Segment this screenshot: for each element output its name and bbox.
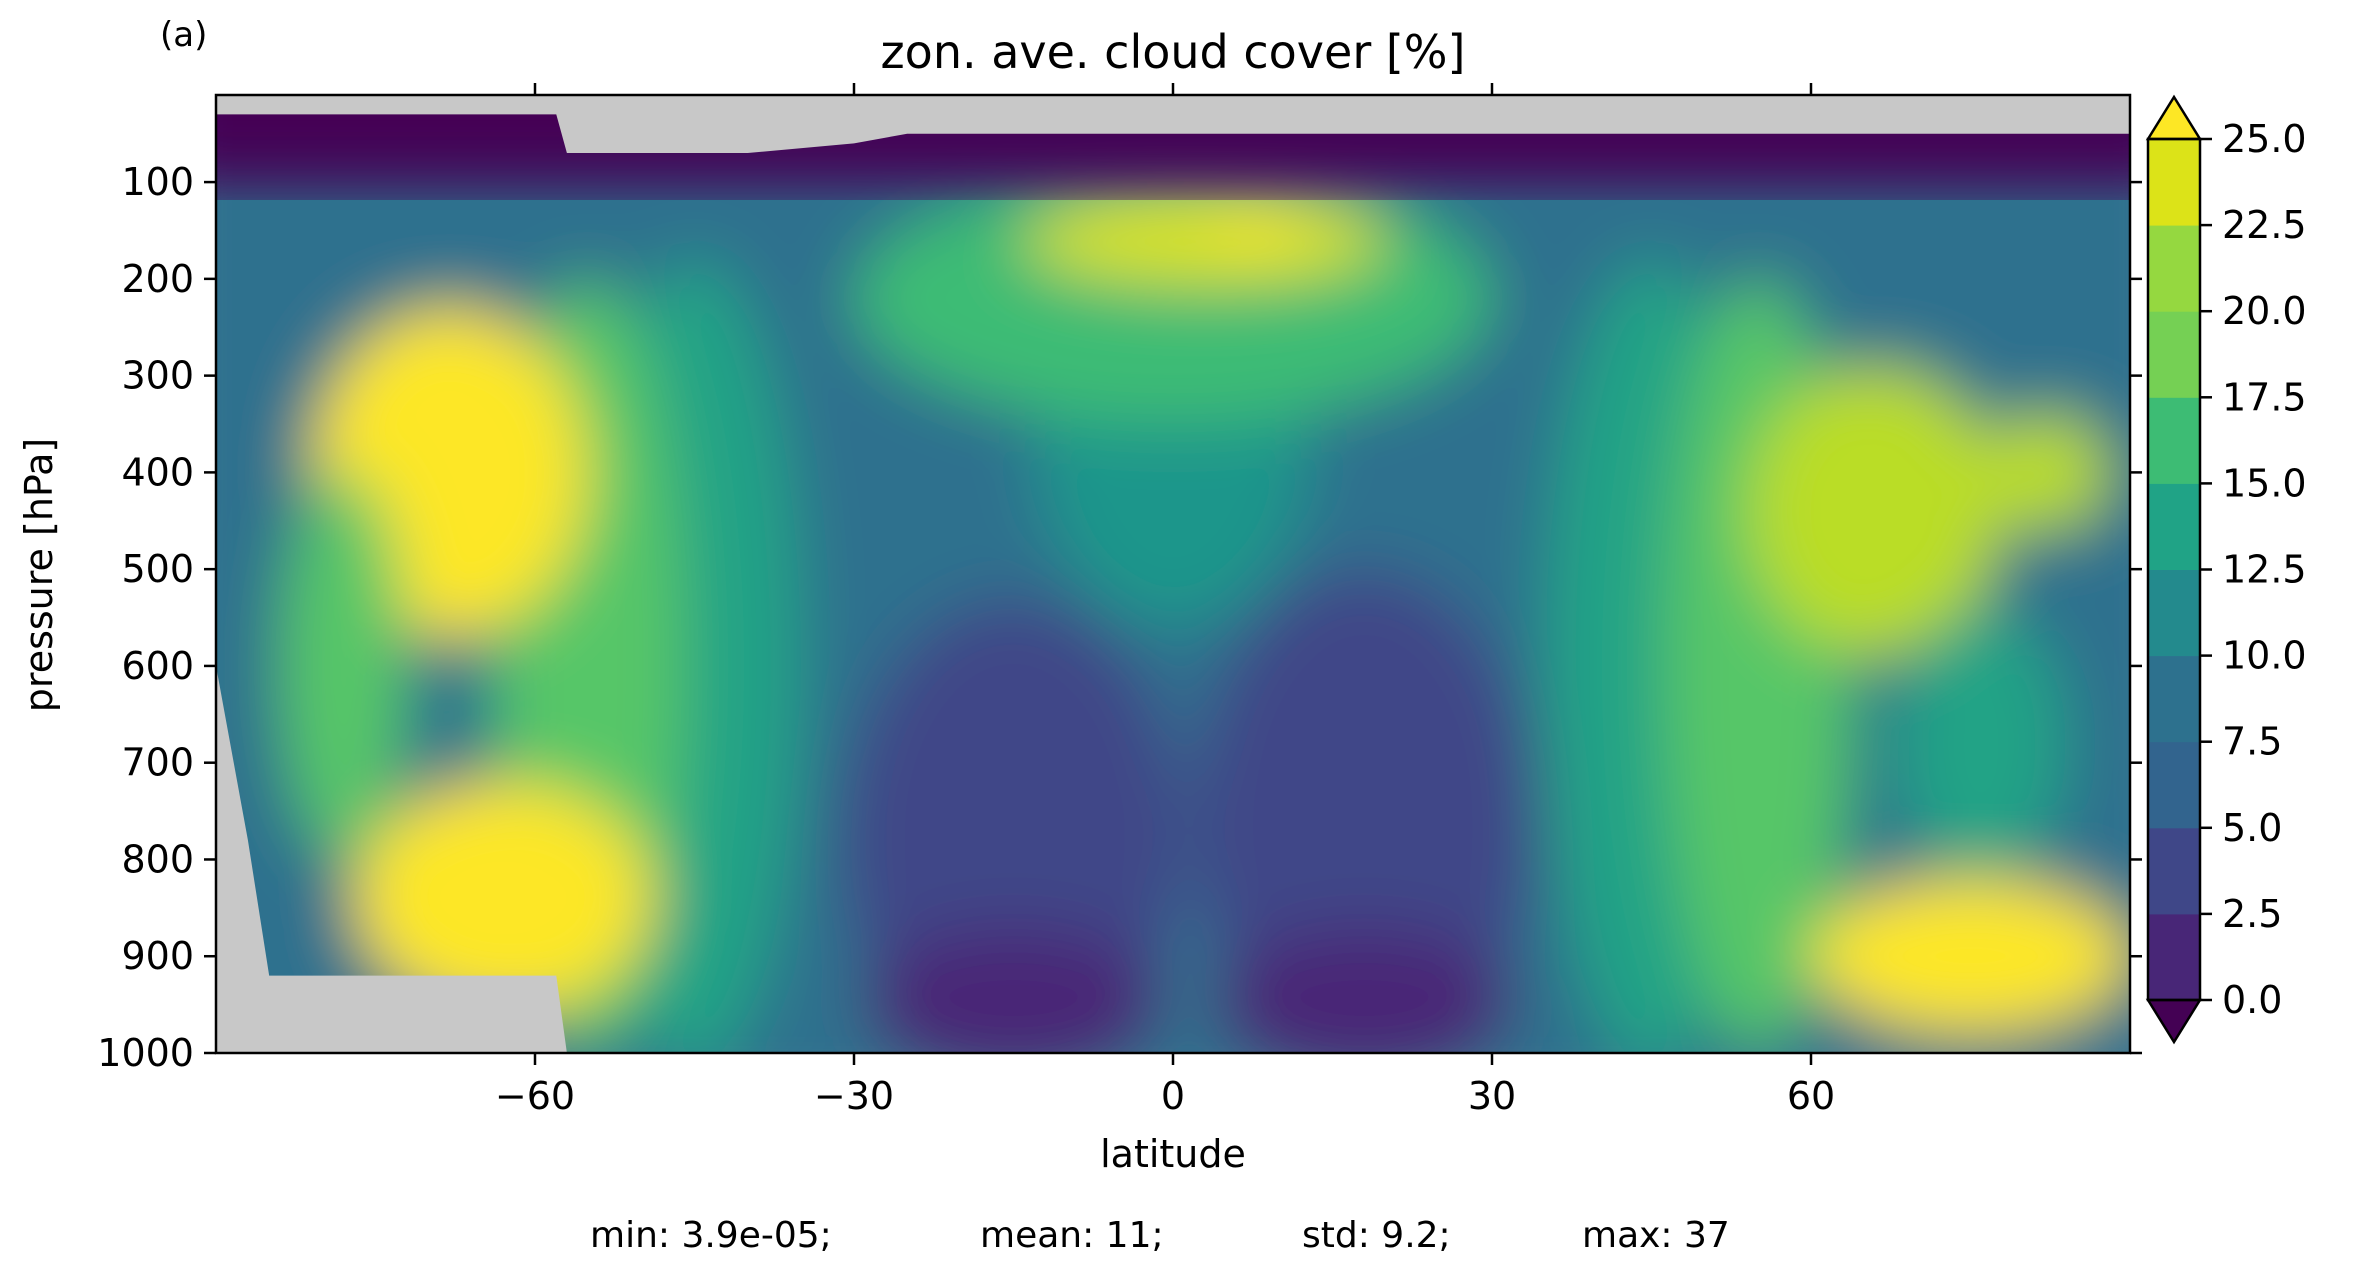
cloud-cover-contours — [216, 95, 2130, 1053]
colorbar-tick-label: 7.5 — [2222, 720, 2282, 764]
colorbar-segment — [2148, 569, 2200, 657]
y-tick-label: 300 — [121, 354, 194, 398]
chart-title: zon. ave. cloud cover [%] — [881, 25, 1466, 79]
cloud-blob-3 — [1194, 569, 1535, 1053]
colorbar-segment — [2148, 913, 2200, 1001]
colorbar-tick-label: 25.0 — [2222, 117, 2307, 161]
colorbar-segment — [2148, 483, 2200, 570]
y-tick-label: 100 — [121, 160, 194, 204]
stat-max: max: 37 — [1582, 1215, 1730, 1256]
antarctic-mask — [216, 665, 567, 1053]
y-tick-label: 700 — [121, 741, 194, 785]
colorbar-tick-label: 22.5 — [2222, 203, 2307, 247]
colorbar-tick-label: 0.0 — [2222, 978, 2282, 1022]
top-mask — [216, 95, 2130, 154]
panel-label: (a) — [160, 15, 207, 55]
colorbar-tick-label: 20.0 — [2222, 289, 2307, 333]
colorbar-segment — [2148, 655, 2200, 743]
cloud-cover-field — [216, 95, 2130, 1053]
colorbar-tick-label: 10.0 — [2222, 634, 2307, 678]
y-axis: 100 200 300 400 500 600 700 800 900 1000 — [97, 160, 2142, 1075]
x-tick-label: 30 — [1468, 1074, 1516, 1118]
colorbar-segment — [2148, 397, 2200, 484]
colorbar-segment — [2148, 741, 2200, 829]
colorbar-segment — [2148, 827, 2200, 915]
cloud-blob-21 — [1981, 414, 2109, 531]
cloud-blob-19 — [1896, 607, 2067, 879]
cloud-blob-9 — [1215, 211, 1301, 250]
x-tick-label: 0 — [1161, 1074, 1185, 1118]
colorbar-segment — [2148, 139, 2200, 226]
colorbar-tick-label: 15.0 — [2222, 461, 2307, 505]
colorbar-segment — [2148, 311, 2200, 398]
plot-area — [216, 95, 2130, 1053]
colorbar-extend-min — [2145, 998, 2203, 1045]
y-tick-label: 400 — [121, 450, 194, 494]
colorbar-tick-label: 12.5 — [2222, 548, 2307, 592]
cloud-blob-4 — [864, 927, 1163, 1053]
y-tick-label: 200 — [121, 257, 194, 301]
cloud-blob-14 — [279, 472, 408, 860]
missing-data-mask — [216, 95, 2130, 1053]
y-tick-label: 800 — [121, 837, 194, 881]
x-tick-label: −60 — [495, 1074, 575, 1118]
stat-mean: mean: 11; — [980, 1215, 1164, 1256]
x-tick-label: −30 — [814, 1074, 894, 1118]
y-axis-label: pressure [hPa] — [17, 438, 61, 712]
y-tick-label: 1000 — [97, 1031, 194, 1075]
colorbar-segment — [2148, 225, 2200, 312]
stat-min: min: 3.9e-05; — [590, 1215, 832, 1256]
y-tick-label: 500 — [121, 547, 194, 591]
cloud-blob-5 — [1215, 927, 1514, 1053]
cloud-blob-20 — [1811, 878, 2130, 1034]
x-axis-label: latitude — [1100, 1132, 1246, 1176]
y-tick-label: 900 — [121, 934, 194, 978]
colorbar-tick-label: 17.5 — [2222, 375, 2307, 419]
stats-line: min: 3.9e-05; mean: 11; std: 9.2; max: 3… — [590, 1215, 1730, 1256]
cloud-blob-18 — [1747, 365, 2003, 657]
y-tick-label: 600 — [121, 644, 194, 688]
x-tick-label: 60 — [1787, 1074, 1835, 1118]
colorbar-tick-label: 2.5 — [2222, 892, 2282, 936]
cloud-blob-13 — [354, 782, 652, 1015]
cloud-blob-8 — [1024, 196, 1386, 284]
colorbar: 0.0 2.5 5.0 7.5 10.0 12.5 15.0 17.5 20.0 22.5 25.0 — [2145, 94, 2307, 1045]
x-axis: −60 −30 0 30 60 — [495, 83, 1835, 1118]
colorbar-extend-max — [2145, 94, 2203, 141]
colorbar-tick-label: 5.0 — [2222, 806, 2282, 850]
stat-std: std: 9.2; — [1302, 1215, 1451, 1256]
cloud-blob-2 — [843, 598, 1184, 1053]
